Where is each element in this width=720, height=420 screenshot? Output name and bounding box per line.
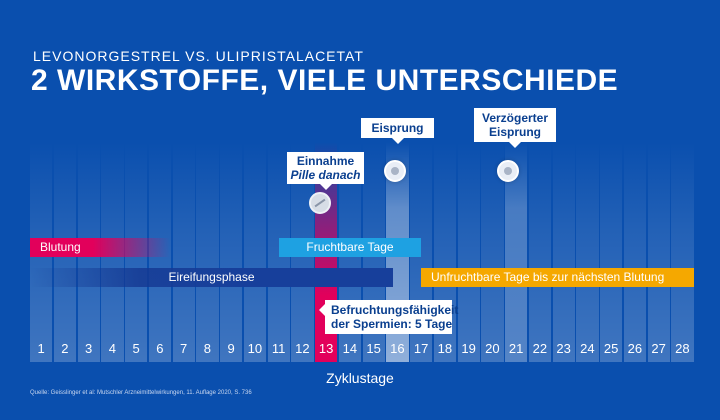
- day-number: 15: [366, 341, 381, 356]
- day-number: 4: [108, 341, 116, 356]
- day-number: 8: [203, 341, 211, 356]
- day-number: 22: [532, 341, 548, 356]
- day-column: 25: [600, 142, 623, 362]
- day-number: 1: [37, 341, 45, 356]
- day-column: 24: [576, 142, 599, 362]
- day-number: 2: [61, 341, 69, 356]
- day-column: 26: [623, 142, 646, 362]
- phase-blutung: Blutung: [30, 238, 170, 257]
- callout-spermien: Befruchtungsfähigkeit der Spermien: 5 Ta…: [319, 300, 459, 334]
- day-number: 25: [603, 341, 619, 356]
- day-column: 11: [267, 142, 290, 362]
- day-column: 7: [172, 142, 195, 362]
- callout-verz-line2: Eisprung: [488, 125, 541, 139]
- day-number: 18: [437, 341, 453, 356]
- day-column: 27: [647, 142, 670, 362]
- day-number: 5: [132, 341, 140, 356]
- day-number: 28: [675, 341, 690, 356]
- day-column: 10: [243, 142, 266, 362]
- ovum-icon: [384, 160, 406, 182]
- day-number: 9: [227, 341, 235, 356]
- day-column: 20: [481, 142, 504, 362]
- callout-einnahme-line2: Pille danach: [290, 168, 361, 182]
- phase-fruchtbare-tage: Fruchtbare Tage: [279, 238, 421, 257]
- day-number: 16: [390, 341, 405, 356]
- source-note: Quelle: Geisslinger et al: Mutschler Arz…: [30, 390, 252, 396]
- day-number: 17: [413, 341, 429, 356]
- day-column: 23: [552, 142, 575, 362]
- subtitle: LEVONORGESTREL VS. ULIPRISTALACETAT: [33, 48, 364, 64]
- day-number: 24: [580, 341, 595, 356]
- day-number: 19: [461, 341, 476, 356]
- day-column: 28: [671, 142, 694, 362]
- phase-eireifung: Eireifungsphase: [30, 268, 393, 287]
- day-column: 21: [505, 142, 528, 362]
- day-column: 8: [196, 142, 219, 362]
- callout-verz-line1: Verzögerter: [481, 111, 549, 125]
- day-number: 20: [485, 341, 500, 356]
- callout-eisprung: Eisprung: [361, 118, 434, 144]
- callout-sperm-line2: der Spermien: 5 Tage: [331, 317, 453, 331]
- day-number: 3: [85, 341, 93, 356]
- day-number: 7: [180, 341, 188, 356]
- cycle-grid: 1 2 3 4 5 6 7 8 9 10 11 12 13 14 15 16 17 18 19 20 21 22 23 24 2…: [30, 142, 695, 362]
- ovum-delayed-icon: [497, 160, 519, 182]
- phase-unfruchtbare-tage: Unfruchtbare Tage bis zur nächsten Blutu…: [421, 268, 694, 287]
- day-number: 13: [318, 341, 334, 356]
- day-number: 23: [556, 341, 571, 356]
- day-column: 22: [528, 142, 551, 362]
- day-number: 14: [342, 341, 358, 356]
- page-title: 2 WIRKSTOFFE, VIELE UNTERSCHIEDE: [31, 64, 619, 97]
- callout-verzoegerter-eisprung: Verzögerter Eisprung: [474, 108, 556, 148]
- day-column: 9: [220, 142, 243, 362]
- day-column: 19: [457, 142, 480, 362]
- callout-einnahme-line1: Einnahme: [296, 154, 355, 168]
- callout-einnahme: Einnahme Pille danach: [287, 152, 364, 190]
- day-number: 27: [651, 341, 666, 356]
- day-number: 11: [271, 341, 286, 356]
- callout-sperm-line1: Befruchtungsfähigkeit: [331, 303, 459, 317]
- axis-label: Zyklustage: [326, 370, 394, 386]
- day-number: 10: [247, 341, 263, 356]
- day-number: 26: [627, 341, 643, 356]
- pill-icon: [309, 192, 331, 214]
- day-number: 21: [508, 341, 524, 356]
- day-number: 12: [295, 341, 310, 356]
- day-number: 6: [156, 341, 164, 356]
